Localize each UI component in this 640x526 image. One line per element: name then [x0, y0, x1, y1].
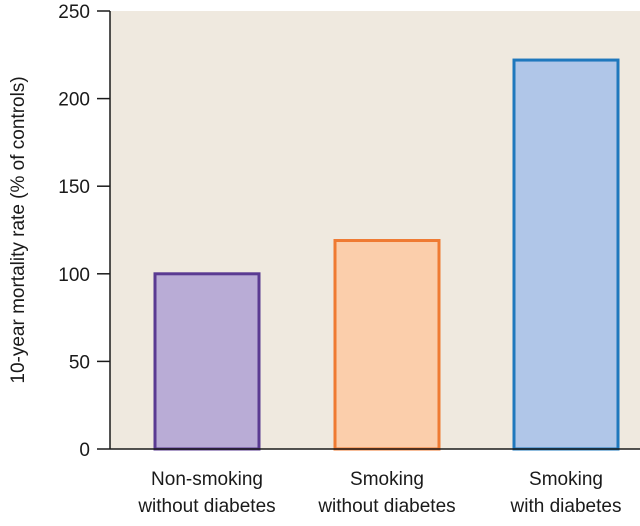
y-tick-label: 200 [58, 90, 90, 111]
bar [333, 239, 441, 451]
x-labels-group: Non-smoking without diabetes Smoking withou… [137, 469, 621, 517]
x-category-label: with diabetes [510, 496, 622, 517]
x-category-label: Non-smoking [151, 469, 263, 490]
x-category-label: without diabetes [317, 496, 455, 517]
bar [512, 58, 620, 451]
y-axis-title: 10-year mortality rate (% of controls) [8, 76, 29, 383]
y-tick-label: 100 [58, 265, 90, 286]
y-tick-label: 50 [69, 352, 90, 373]
y-ticks-group: 0 50 100 150 200 250 [58, 2, 110, 461]
x-category-label: Smoking [350, 469, 424, 490]
y-tick-label: 150 [58, 177, 90, 198]
y-tick-label: 250 [58, 2, 90, 23]
x-category-label: without diabetes [137, 496, 275, 517]
bar [153, 272, 261, 451]
y-tick-label: 0 [79, 440, 90, 461]
x-category-label: Smoking [529, 469, 603, 490]
bars-group [153, 58, 620, 451]
